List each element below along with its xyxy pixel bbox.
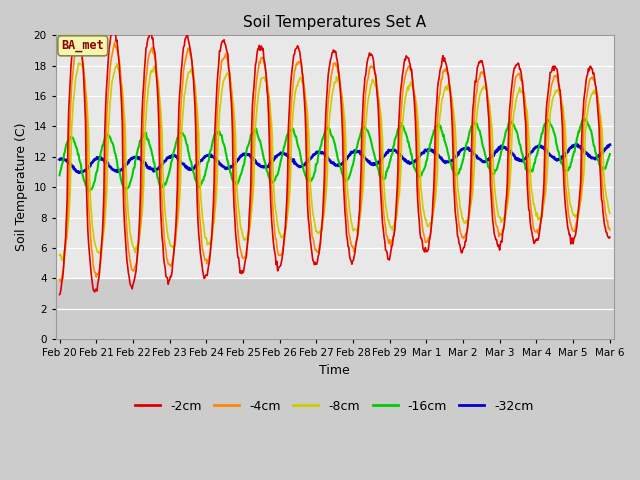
X-axis label: Time: Time: [319, 363, 350, 376]
Title: Soil Temperatures Set A: Soil Temperatures Set A: [243, 15, 426, 30]
Legend: -2cm, -4cm, -8cm, -16cm, -32cm: -2cm, -4cm, -8cm, -16cm, -32cm: [131, 395, 539, 418]
Y-axis label: Soil Temperature (C): Soil Temperature (C): [15, 123, 28, 252]
Text: BA_met: BA_met: [61, 39, 104, 52]
Bar: [56, 278, 614, 339]
